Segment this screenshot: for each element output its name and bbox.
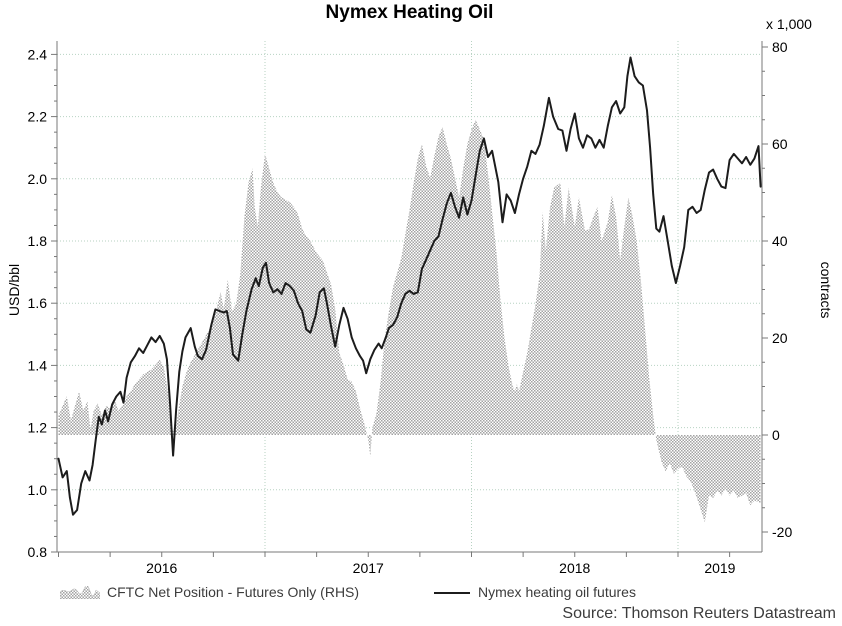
chart-title: Nymex Heating Oil [325,2,494,23]
left-tick-label: 2.2 [28,109,48,125]
line-legend-swatch [434,591,470,594]
left-tick-label: 0.8 [28,544,48,560]
left-tick-label: 1.8 [28,233,48,249]
left-tick-label: 1.6 [28,295,48,311]
right-axis-unit-note: x 1,000 [766,16,812,32]
x-axis-year-label: 2017 [353,560,384,576]
legend-label-area: CFTC Net Position - Futures Only (RHS) [107,584,360,600]
x-axis-year-label: 2019 [704,560,735,576]
legend-item-line: Nymex heating oil futures [433,584,636,600]
legend-item-area: CFTC Net Position - Futures Only (RHS) [60,584,359,600]
right-tick-label: 80 [772,39,788,55]
legend-label-line: Nymex heating oil futures [478,584,636,600]
right-tick-label: 40 [772,233,788,249]
right-tick-label: 60 [772,136,788,152]
right-axis-title: contracts [818,261,834,319]
right-tick-label: 20 [772,330,788,346]
left-tick-label: 1.4 [28,357,48,373]
source-note: Source: Thomson Reuters Datastream [562,605,836,622]
left-tick-label: 1.2 [28,420,48,436]
right-tick-label: -20 [772,524,792,540]
x-axis-year-label: 2016 [146,560,177,576]
left-tick-label: 2.4 [28,46,48,62]
line-series-heating-oil-futures [57,56,762,516]
left-tick-label: 1.0 [28,482,48,498]
axis-ticks [51,46,768,557]
left-axis-title: USD/bbl [6,263,22,317]
area-legend-swatch [60,585,100,599]
x-axis-year-label: 2018 [559,560,590,576]
axes [56,41,763,553]
axis-tick-labels: 2.4 2.2 2.0 1.8 1.6 1.4 1.2 1.0 0.8 80 60 40 20 0 -20 2… [28,39,793,576]
area-series-cftc-net-position [58,119,761,523]
right-tick-label: 0 [772,427,780,443]
left-tick-label: 2.0 [28,171,48,187]
